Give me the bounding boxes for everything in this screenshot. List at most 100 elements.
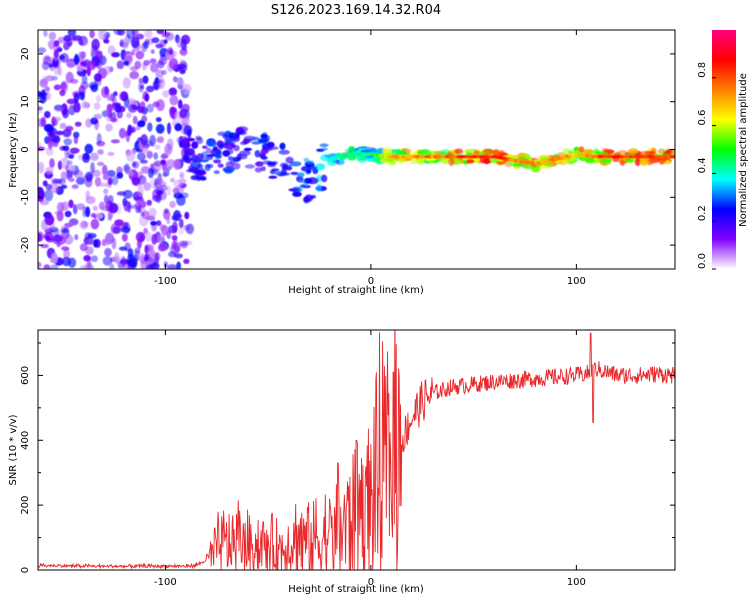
noise-blob bbox=[155, 117, 162, 123]
noise-blob bbox=[99, 55, 107, 66]
noise-blob bbox=[116, 191, 127, 196]
signal-blob bbox=[321, 147, 328, 151]
noise-blob bbox=[90, 255, 98, 263]
signal-blob bbox=[370, 147, 377, 154]
spectrogram-ytick-label: -10 bbox=[20, 189, 31, 205]
noise-blob bbox=[123, 200, 130, 212]
noise-blob bbox=[166, 231, 171, 239]
noise-blob bbox=[142, 75, 149, 84]
noise-blob bbox=[102, 175, 109, 180]
noise-blob bbox=[84, 143, 94, 154]
signal-blob bbox=[327, 158, 337, 167]
signal-blob bbox=[285, 156, 294, 164]
signal-blob bbox=[416, 157, 425, 165]
signal-blob bbox=[298, 179, 306, 183]
noise-blob bbox=[64, 222, 74, 228]
signal-blob bbox=[204, 163, 211, 172]
noise-blob bbox=[145, 231, 152, 243]
noise-blob bbox=[137, 175, 147, 185]
noise-blob bbox=[53, 234, 64, 242]
noise-blob bbox=[136, 33, 145, 40]
noise-blob bbox=[143, 227, 148, 235]
signal-blob bbox=[222, 150, 231, 157]
noise-blob bbox=[144, 30, 153, 39]
noise-blob bbox=[61, 228, 69, 234]
noise-blob bbox=[162, 90, 170, 98]
noise-blob bbox=[172, 187, 180, 194]
noise-blob bbox=[173, 210, 181, 222]
signal-blob bbox=[320, 174, 328, 183]
signal-blob bbox=[196, 137, 204, 145]
noise-blob bbox=[149, 58, 157, 64]
noise-blob bbox=[137, 120, 146, 128]
noise-blob bbox=[157, 177, 163, 184]
noise-blob bbox=[40, 117, 47, 127]
noise-blob bbox=[60, 171, 68, 181]
noise-blob bbox=[86, 256, 92, 268]
signal-blob bbox=[258, 139, 268, 143]
signal-blob bbox=[193, 158, 203, 163]
noise-blob bbox=[38, 106, 44, 111]
signal-blob bbox=[246, 138, 253, 143]
noise-blob bbox=[49, 158, 55, 169]
noise-blob bbox=[38, 146, 46, 152]
noise-blob bbox=[81, 100, 88, 109]
noise-blob bbox=[53, 84, 62, 91]
noise-blob bbox=[111, 237, 117, 250]
noise-blob bbox=[139, 101, 146, 109]
noise-blob bbox=[155, 123, 165, 134]
noise-blob bbox=[106, 170, 116, 178]
noise-blob bbox=[182, 83, 192, 95]
noise-blob bbox=[102, 164, 108, 177]
snr-ytick-label: 0 bbox=[20, 567, 31, 573]
noise-blob bbox=[159, 184, 168, 192]
spectrogram-frame bbox=[37, 29, 676, 270]
noise-blob bbox=[107, 195, 114, 205]
colorbar-scale bbox=[712, 30, 736, 269]
noise-blob bbox=[80, 61, 87, 67]
signal-blob bbox=[239, 150, 251, 156]
noise-blob bbox=[150, 220, 157, 226]
noise-blob bbox=[81, 75, 88, 84]
signal-blob bbox=[213, 153, 221, 157]
noise-blob bbox=[127, 257, 138, 268]
noise-blob bbox=[177, 227, 185, 235]
noise-blob bbox=[156, 234, 165, 245]
noise-blob bbox=[69, 147, 80, 154]
noise-blob bbox=[56, 210, 64, 222]
signal-blob bbox=[200, 175, 207, 181]
signal-blob bbox=[428, 150, 440, 156]
signal-blob bbox=[639, 158, 648, 166]
noise-blob bbox=[89, 30, 95, 39]
noise-blob bbox=[165, 32, 175, 41]
signal-blob bbox=[419, 148, 432, 157]
noise-blob bbox=[86, 173, 93, 181]
signal-blob bbox=[310, 195, 317, 199]
noise-blob bbox=[107, 212, 114, 219]
spectrogram-marks bbox=[38, 30, 675, 269]
spectrogram-xtick-label: -100 bbox=[154, 276, 177, 287]
noise-blob bbox=[126, 112, 132, 119]
signal-blob bbox=[186, 152, 196, 157]
signal-blob bbox=[231, 162, 241, 170]
noise-blob bbox=[43, 123, 54, 133]
noise-blob bbox=[169, 200, 176, 209]
noise-blob bbox=[56, 202, 65, 213]
snr-xtick-label: 0 bbox=[368, 577, 374, 588]
noise-blob bbox=[120, 226, 131, 233]
noise-blob bbox=[73, 135, 79, 145]
signal-blob bbox=[269, 146, 279, 150]
noise-blob bbox=[136, 152, 146, 161]
spectrogram-ytick-label: 0 bbox=[20, 146, 31, 152]
noise-blob bbox=[63, 248, 70, 260]
noise-blob bbox=[66, 160, 73, 166]
noise-blob bbox=[66, 60, 76, 68]
signal-blob bbox=[583, 149, 593, 155]
noise-blob bbox=[147, 167, 154, 179]
noise-blob bbox=[171, 235, 178, 241]
signal-blob bbox=[619, 158, 626, 166]
noise-blob bbox=[145, 264, 154, 269]
noise-blob bbox=[82, 153, 91, 163]
noise-blob bbox=[48, 139, 53, 150]
